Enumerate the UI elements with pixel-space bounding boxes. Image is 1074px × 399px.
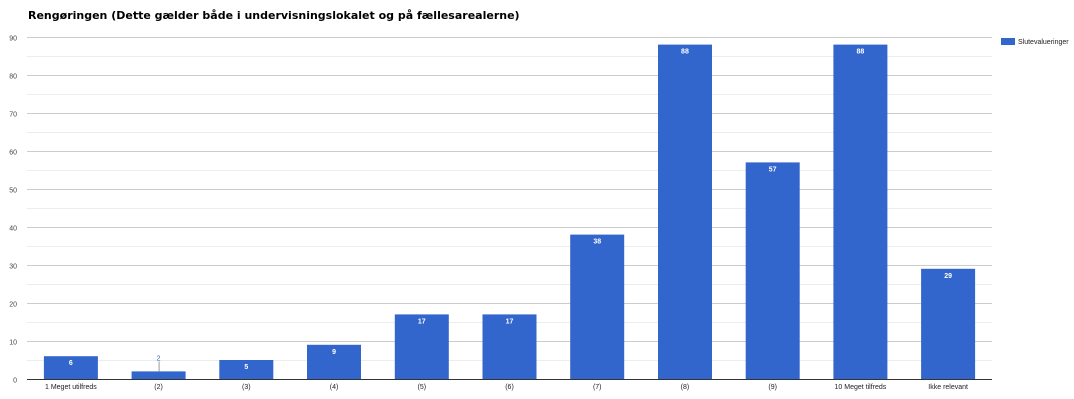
x-tick-label: (9)	[768, 384, 777, 391]
y-tick-label: 20	[9, 302, 17, 309]
x-tick-label: (6)	[505, 384, 514, 391]
bar-value-label: 57	[769, 166, 777, 173]
y-tick-label: 80	[9, 74, 17, 81]
bar	[43, 356, 98, 379]
x-tick-label: 1 Meget utilfreds	[45, 384, 97, 391]
bar	[570, 234, 625, 379]
bar-value-label: 5	[244, 364, 248, 371]
bar	[658, 44, 712, 379]
bar	[921, 268, 976, 379]
y-tick-label: 40	[9, 226, 17, 233]
x-tick-label: (2)	[154, 384, 163, 391]
y-tick-label: 30	[9, 264, 17, 271]
x-tick-label: Ikke relevant	[928, 384, 968, 391]
legend-label: Slutevalueringer	[1018, 39, 1069, 46]
x-tick-label: (4)	[330, 384, 339, 391]
legend-swatch	[1001, 38, 1015, 45]
bar	[745, 162, 800, 379]
bar	[219, 360, 274, 379]
y-tick-label: 10	[9, 340, 17, 347]
bar-value-label: 88	[681, 49, 689, 56]
bar-value-label: 17	[418, 318, 426, 325]
bar	[833, 44, 888, 379]
y-tick-label: 60	[9, 150, 17, 157]
bar	[307, 344, 361, 379]
bar	[482, 314, 537, 379]
x-tick-label: (5)	[417, 384, 426, 391]
y-tick-label: 90	[9, 36, 17, 43]
bar-value-label: 29	[944, 273, 952, 280]
y-tick-label: 0	[13, 378, 17, 385]
bar-value-label: 17	[506, 318, 514, 325]
x-tick-label: (7)	[593, 384, 602, 391]
bar-value-label: 9	[332, 349, 336, 356]
bar-value-label: 88	[857, 49, 865, 56]
bar	[394, 314, 449, 379]
chart-title: Rengøringen (Dette gælder både i undervi…	[28, 9, 520, 22]
x-tick-label: (3)	[242, 384, 251, 391]
x-tick-label: 10 Meget tilfreds	[835, 384, 887, 391]
bar-value-label: 6	[69, 360, 73, 367]
bar-value-label: 2	[157, 355, 161, 362]
y-tick-label: 50	[9, 188, 17, 195]
bar	[131, 371, 186, 379]
x-tick-label: (8)	[681, 384, 690, 391]
y-tick-label: 70	[9, 112, 17, 119]
bar-value-label: 38	[593, 239, 601, 246]
